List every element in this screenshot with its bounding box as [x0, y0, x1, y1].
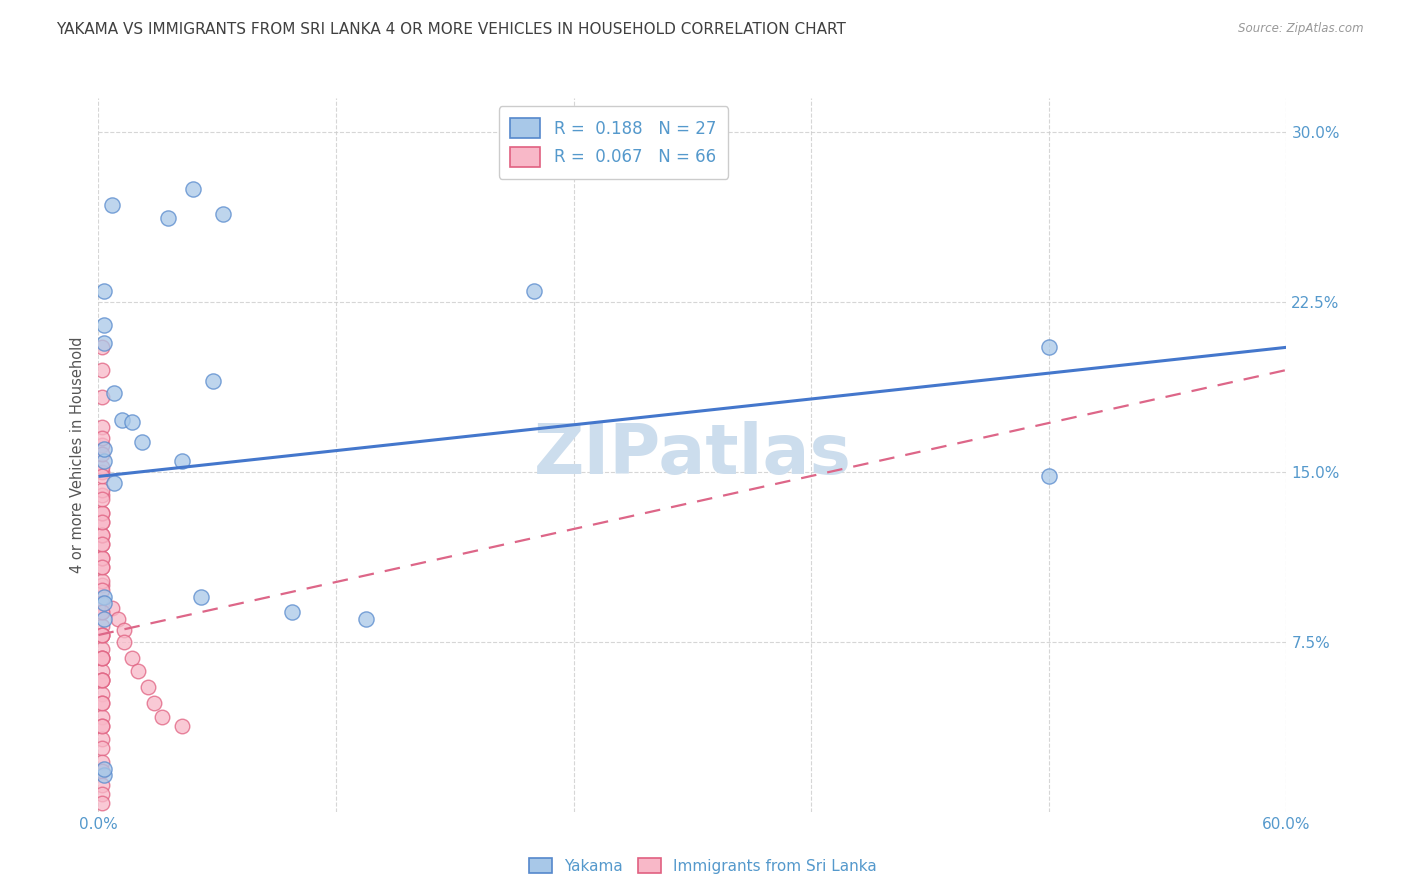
Point [91, 460, 114, 475]
Point [91, 778, 114, 792]
Point [150, 709, 173, 723]
Point [91, 755, 114, 769]
Point [142, 696, 165, 710]
Point [91, 560, 114, 574]
Point [127, 665, 149, 679]
Point [121, 650, 143, 665]
Point [112, 635, 135, 649]
Point [93, 335, 115, 350]
Point [281, 606, 304, 620]
Point [91, 718, 114, 732]
Point [101, 600, 124, 615]
Point [202, 374, 225, 388]
Point [91, 732, 114, 747]
Point [91, 528, 114, 542]
Point [91, 628, 114, 642]
Point [131, 435, 153, 450]
Point [170, 718, 193, 732]
Point [91, 673, 114, 688]
Point [91, 709, 114, 723]
Point [91, 390, 114, 404]
Point [91, 419, 114, 434]
Point [91, 469, 114, 483]
Point [1038, 340, 1060, 354]
Point [190, 590, 212, 604]
Point [91, 528, 114, 542]
Legend: Yakama, Immigrants from Sri Lanka: Yakama, Immigrants from Sri Lanka [523, 852, 883, 880]
Point [91, 606, 114, 620]
Point [91, 515, 114, 529]
Point [136, 680, 159, 694]
Point [91, 628, 114, 642]
Point [91, 506, 114, 520]
Point [91, 506, 114, 520]
Point [91, 619, 114, 633]
Point [91, 796, 114, 810]
Point [121, 415, 143, 429]
Point [91, 787, 114, 801]
Point [91, 431, 114, 445]
Point [91, 483, 114, 497]
Point [91, 465, 114, 479]
Point [93, 762, 115, 776]
Point [91, 673, 114, 688]
Y-axis label: 4 or more Vehicles in Household: 4 or more Vehicles in Household [70, 336, 86, 574]
Point [91, 492, 114, 507]
Point [91, 574, 114, 588]
Point [91, 537, 114, 551]
Point [91, 696, 114, 710]
Point [103, 476, 125, 491]
Point [91, 696, 114, 710]
Point [93, 284, 115, 298]
Point [93, 596, 115, 610]
Point [91, 487, 114, 501]
Point [156, 211, 179, 226]
Point [91, 606, 114, 620]
Point [91, 596, 114, 610]
Point [93, 768, 115, 782]
Point [93, 590, 115, 604]
Point [91, 687, 114, 701]
Point [93, 442, 115, 457]
Point [93, 453, 115, 467]
Point [91, 741, 114, 756]
Point [112, 624, 135, 638]
Point [1038, 469, 1060, 483]
Point [91, 665, 114, 679]
Point [91, 447, 114, 461]
Point [523, 284, 546, 298]
Point [93, 612, 115, 626]
Point [91, 673, 114, 688]
Point [212, 207, 235, 221]
Point [91, 340, 114, 354]
Point [101, 197, 124, 211]
Point [91, 551, 114, 566]
Point [91, 628, 114, 642]
Point [91, 363, 114, 377]
Point [111, 413, 134, 427]
Text: YAKAMA VS IMMIGRANTS FROM SRI LANKA 4 OR MORE VEHICLES IN HOUSEHOLD CORRELATION : YAKAMA VS IMMIGRANTS FROM SRI LANKA 4 OR… [56, 22, 846, 37]
Text: ZIPatlas: ZIPatlas [533, 421, 852, 489]
Point [91, 582, 114, 597]
Point [91, 438, 114, 452]
Point [91, 578, 114, 592]
Point [91, 515, 114, 529]
Legend: R =  0.188   N = 27, R =  0.067   N = 66: R = 0.188 N = 27, R = 0.067 N = 66 [499, 106, 728, 178]
Point [91, 551, 114, 566]
Point [91, 650, 114, 665]
Point [103, 385, 125, 400]
Point [91, 650, 114, 665]
Point [91, 650, 114, 665]
Point [107, 612, 129, 626]
Point [354, 612, 377, 626]
Point [183, 182, 205, 196]
Text: Source: ZipAtlas.com: Source: ZipAtlas.com [1239, 22, 1364, 36]
Point [91, 560, 114, 574]
Point [170, 453, 193, 467]
Point [93, 318, 115, 332]
Point [91, 764, 114, 778]
Point [91, 537, 114, 551]
Point [91, 718, 114, 732]
Point [91, 641, 114, 656]
